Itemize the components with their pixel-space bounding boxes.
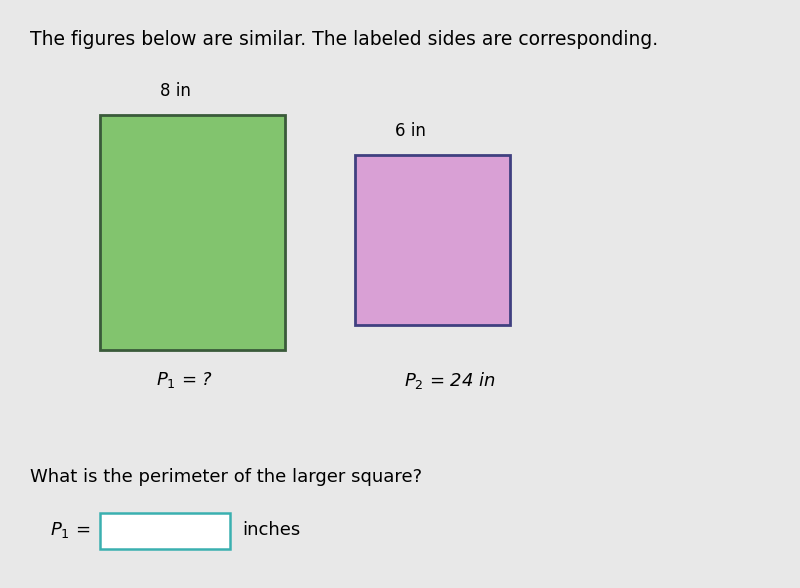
- Bar: [100, 513, 230, 549]
- Text: The figures below are similar. The labeled sides are corresponding.: The figures below are similar. The label…: [30, 30, 658, 49]
- Text: $P_1$ = ?: $P_1$ = ?: [157, 370, 214, 390]
- Text: $P_1$ =: $P_1$ =: [50, 520, 90, 540]
- Text: inches: inches: [242, 521, 300, 539]
- Bar: [100, 115, 285, 350]
- Bar: [355, 155, 510, 325]
- Text: 8 in: 8 in: [159, 82, 190, 100]
- Text: 6 in: 6 in: [395, 122, 426, 140]
- Text: What is the perimeter of the larger square?: What is the perimeter of the larger squa…: [30, 468, 422, 486]
- Text: $P_2$ = 24 in: $P_2$ = 24 in: [404, 370, 496, 391]
